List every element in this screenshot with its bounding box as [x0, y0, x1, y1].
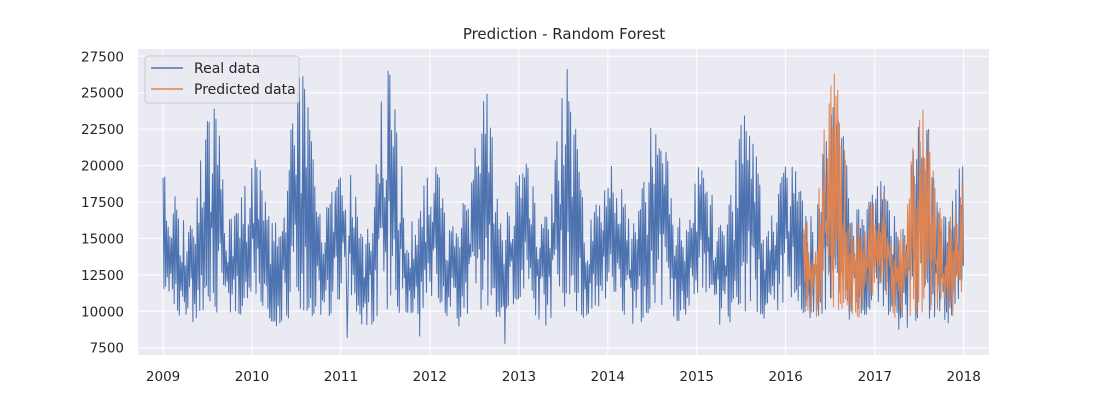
legend: Real data Predicted data — [144, 55, 300, 104]
legend-box — [144, 55, 300, 104]
x-tick-label: 2015 — [680, 369, 714, 385]
y-tick-label: 10000 — [81, 304, 124, 320]
x-tick-label: 2018 — [946, 369, 980, 385]
x-tick-label: 2017 — [858, 369, 892, 385]
x-tick-labels: 2009 2010 2011 2012 2013 2014 2015 2016 2017 2018 — [146, 369, 981, 385]
y-tick-label: 15000 — [81, 231, 124, 247]
y-tick-label: 7500 — [90, 341, 124, 357]
legend-label-predicted-data: Predicted data — [194, 82, 296, 98]
y-tick-label: 22500 — [81, 122, 124, 138]
x-tick-label: 2013 — [502, 369, 536, 385]
y-tick-label: 20000 — [81, 159, 124, 175]
x-tick-label: 2012 — [413, 369, 447, 385]
x-tick-label: 2009 — [146, 369, 180, 385]
x-tick-label: 2011 — [324, 369, 358, 385]
x-tick-label: 2014 — [591, 369, 625, 385]
y-tick-label: 12500 — [81, 268, 124, 284]
y-tick-labels: 7500 10000 12500 15000 17500 20000 22500 25000 2… — [81, 49, 124, 356]
series-line-real-data — [162, 68, 965, 344]
x-tick-label: 2010 — [235, 369, 269, 385]
y-tick-label: 27500 — [81, 49, 124, 65]
x-tick-label: 2016 — [768, 369, 802, 385]
chart-title: Prediction - Random Forest — [463, 25, 665, 43]
y-tick-label: 17500 — [81, 195, 124, 211]
legend-label-real-data: Real data — [194, 61, 260, 77]
y-tick-label: 25000 — [81, 86, 124, 102]
series-line-predicted-data — [803, 73, 964, 318]
